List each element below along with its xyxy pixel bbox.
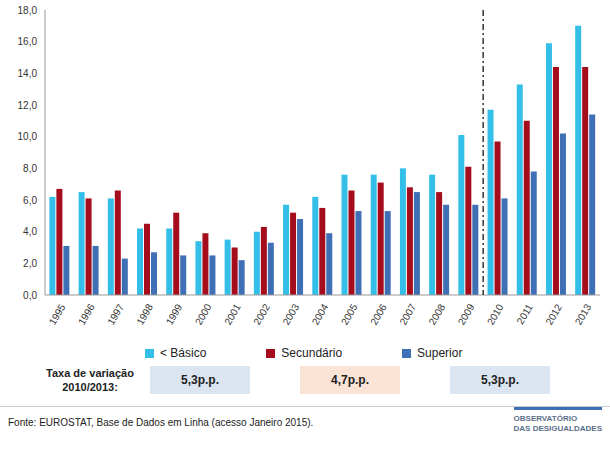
svg-text:2009: 2009 — [456, 302, 477, 327]
svg-text:2002: 2002 — [251, 302, 272, 327]
html-text:Fonte: EUROSTAT, Base de Dados: Fonte: EUROSTAT, Base de Dados em Linha … — [8, 417, 314, 428]
svg-text:4,0: 4,0 — [23, 226, 37, 237]
svg-text:2008: 2008 — [427, 302, 448, 327]
svg-text:2004: 2004 — [310, 302, 331, 327]
svg-text:2000: 2000 — [193, 302, 214, 327]
svg-text:2007: 2007 — [397, 302, 418, 327]
html-text:5,3p.p.: 5,3p.p. — [481, 373, 519, 387]
html-text:< Básico: < Básico — [160, 346, 207, 360]
svg-text:2013: 2013 — [573, 302, 594, 327]
svg-text:10,0: 10,0 — [18, 131, 38, 142]
svg-text:2006: 2006 — [368, 302, 389, 327]
svg-text:14,0: 14,0 — [18, 68, 38, 79]
svg-text:2011: 2011 — [515, 302, 535, 327]
svg-text:0,0: 0,0 — [23, 290, 37, 301]
svg-text:8,0: 8,0 — [23, 163, 37, 174]
html-text:4,7p.p.: 4,7p.p. — [331, 373, 369, 387]
svg-text:2012: 2012 — [543, 302, 564, 327]
html-text:Secundário: Secundário — [281, 346, 343, 360]
svg-text:12,0: 12,0 — [18, 100, 38, 111]
svg-text:2001: 2001 — [222, 302, 243, 327]
svg-text:2005: 2005 — [339, 302, 360, 327]
svg-text:6,0: 6,0 — [23, 195, 37, 206]
html-text:5,3p.p.: 5,3p.p. — [181, 373, 219, 387]
svg-text:2,0: 2,0 — [23, 258, 37, 269]
svg-text:1999: 1999 — [164, 302, 185, 327]
svg-text:1995: 1995 — [47, 302, 68, 327]
svg-text:2010: 2010 — [485, 302, 506, 327]
html-text:Superior: Superior — [417, 346, 463, 360]
svg-text:18,0: 18,0 — [18, 5, 38, 16]
svg-text:1997: 1997 — [105, 302, 126, 327]
svg-text:2003: 2003 — [281, 302, 302, 327]
html-text:OBSERVATÓRIO: OBSERVATÓRIO — [513, 414, 578, 423]
html-text:DAS DESIGUALDADES: DAS DESIGUALDADES — [513, 424, 602, 433]
svg-text:1996: 1996 — [76, 302, 97, 327]
html-text:Taxa de variação 2010/2013:: Taxa de variação 2010/2013: — [46, 367, 134, 393]
svg-text:1998: 1998 — [134, 302, 155, 327]
svg-text:16,0: 16,0 — [18, 36, 38, 47]
